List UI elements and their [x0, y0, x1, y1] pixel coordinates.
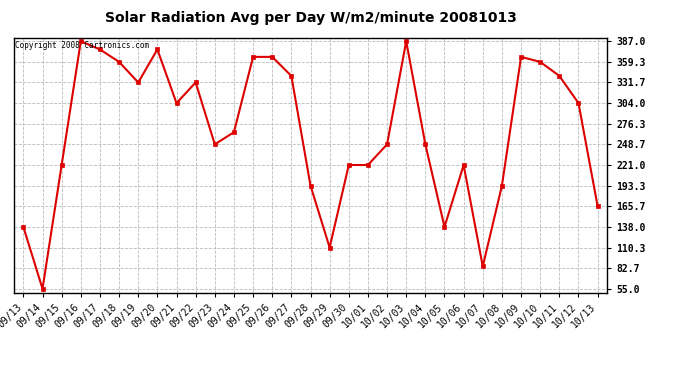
Text: Copyright 2008 Cartronics.com: Copyright 2008 Cartronics.com — [15, 41, 149, 50]
Text: Solar Radiation Avg per Day W/m2/minute 20081013: Solar Radiation Avg per Day W/m2/minute … — [105, 11, 516, 25]
